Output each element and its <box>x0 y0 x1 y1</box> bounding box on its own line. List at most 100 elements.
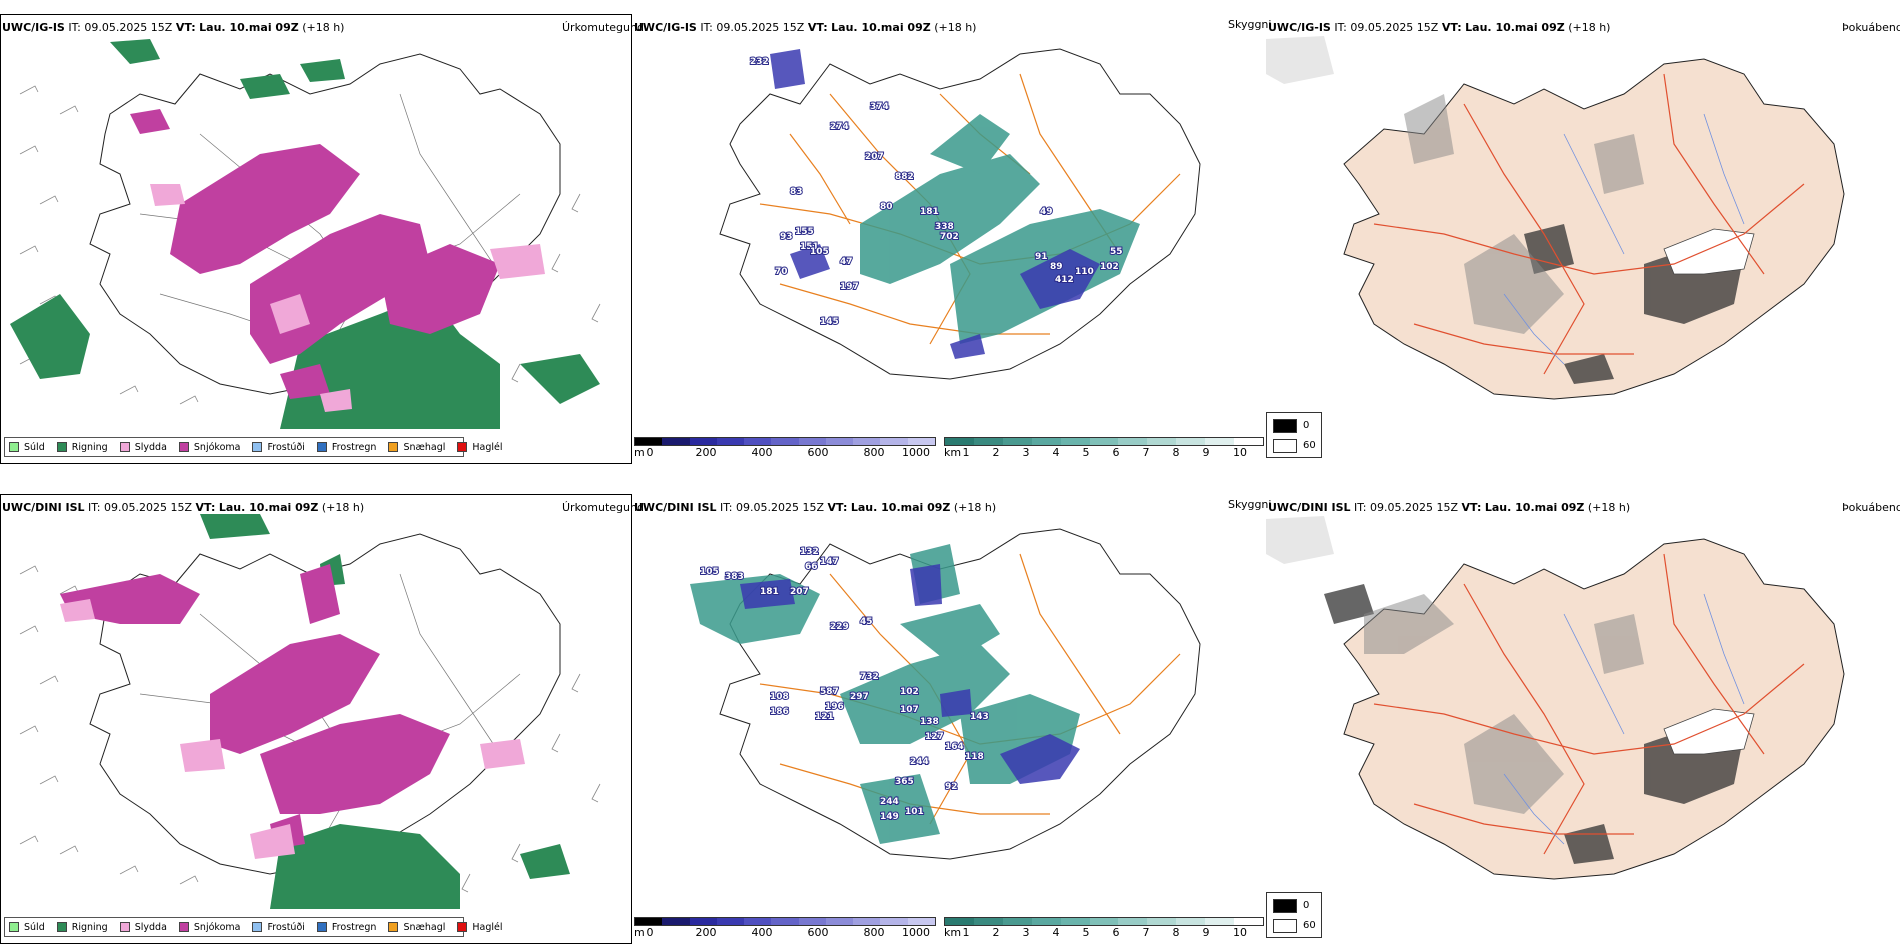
tick: 10 <box>1233 926 1247 939</box>
tick: 7 <box>1142 926 1150 939</box>
fog-grey <box>1404 94 1644 334</box>
glacier <box>1663 228 1755 275</box>
legend-item: Snjókoma <box>178 442 240 453</box>
tick: 6 <box>1112 926 1120 939</box>
cloud-base-value: 102 <box>1100 262 1119 272</box>
tick: 2 <box>992 446 1000 459</box>
legend-item: Slydda <box>119 922 167 933</box>
cloud-base-value: 49 <box>1040 207 1053 217</box>
tick: 0 <box>646 446 654 459</box>
cloud-base-value: 107 <box>900 705 919 715</box>
precip-title-top: Úrkomutegund <box>562 21 644 34</box>
cloud-base-value: 127 <box>925 732 944 742</box>
colorbar-step <box>771 918 799 925</box>
cloud-base-value: 732 <box>860 672 879 682</box>
colorbar-step <box>662 438 690 445</box>
colorbar-step <box>945 438 974 445</box>
cloud-base-value: 66 <box>805 562 818 572</box>
colorbar-step <box>1060 438 1090 445</box>
tick: 3 <box>1022 926 1030 939</box>
tick: 0 <box>646 926 654 939</box>
legend-item: Snæhagl <box>388 922 445 933</box>
fog-title-left-top: Skyggni <box>1228 18 1272 31</box>
tick: 3 <box>1022 446 1030 459</box>
cloud-base-ticks-bottom: 0 200 400 600 800 1000 <box>646 926 931 940</box>
colorbar-step <box>973 438 1003 445</box>
colorbar-step <box>1205 438 1235 445</box>
cloud-base-value: 155 <box>795 227 814 237</box>
colorbar-step <box>798 918 826 925</box>
fog-map-top <box>1266 36 1845 400</box>
fog-scale-top: 0 60 <box>1266 412 1322 458</box>
cloud-base-value: 882 <box>895 172 914 182</box>
fog-scale-high-swatch <box>1273 899 1297 913</box>
tick: 6 <box>1112 446 1120 459</box>
cloud-base-value: 412 <box>1055 275 1074 285</box>
vt-value: Lau. 10.mai 09Z <box>199 21 299 34</box>
cloud-base-value: 132 <box>800 547 819 557</box>
cloud-base-value: 93 <box>780 232 793 242</box>
precip-header-bottom: UWC/DINI ISL IT: 09.05.2025 15Z VT: Lau.… <box>2 501 365 514</box>
cloud-base-value: 244 <box>910 757 929 767</box>
tick: 9 <box>1202 926 1210 939</box>
cloud-base-value: 244 <box>880 797 899 807</box>
cloud-base-unit-top: m <box>634 446 645 459</box>
legend-item: Frostregn <box>316 922 376 933</box>
tick: 200 <box>695 926 717 939</box>
tick: 600 <box>807 926 829 939</box>
tick: 2 <box>992 926 1000 939</box>
fog-header-top: UWC/IG-IS IT: 09.05.2025 15Z VT: Lau. 10… <box>1268 21 1611 34</box>
precip-map-top <box>10 39 601 429</box>
colorbar-step <box>689 918 717 925</box>
cloud-base-value: 108 <box>770 692 789 702</box>
colorbar-step <box>744 438 772 445</box>
cloud-base-value: 232 <box>750 57 769 67</box>
precip-legend-top: Súld Rigning Slydda Snjókoma Frostúði Fr… <box>4 437 503 457</box>
cloud-labels: 105 383 181 207 132 66 147 229 45 732 297 587 108 196… <box>699 546 990 823</box>
it-value: 09.05.2025 15Z <box>84 21 173 34</box>
tick: 1 <box>962 446 970 459</box>
tick: 5 <box>1082 926 1090 939</box>
cloud-base-value: 45 <box>860 617 873 627</box>
legend-item: Súld <box>9 442 45 453</box>
model-name: UWC/IG-IS <box>2 21 65 34</box>
fog-title-left-bottom: Skyggni <box>1228 498 1272 511</box>
colorbar-step <box>1060 918 1090 925</box>
legend-item: Frostregn <box>316 442 376 453</box>
cloud-base-value: 102 <box>900 687 919 697</box>
sleet-areas <box>150 184 545 412</box>
colorbar-step <box>1002 438 1032 445</box>
cloud-base-value: 147 <box>820 557 839 567</box>
colorbar-step <box>744 918 772 925</box>
tick: 800 <box>863 446 885 459</box>
precip-map-frame-top <box>0 14 632 464</box>
cloud-base-value: 365 <box>895 777 914 787</box>
precip-title-bottom: Úrkomutegund <box>562 501 644 514</box>
cloud-km-ticks-bottom: 1 2 3 4 5 6 7 8 9 10 <box>962 926 1256 940</box>
colorbar-step <box>825 918 854 925</box>
colorbar-step <box>1002 918 1032 925</box>
cloud-base-value: 105 <box>810 247 829 257</box>
cloud-base-value: 338 <box>935 222 954 232</box>
cloud-header-bottom: UWC/DINI ISL IT: 09.05.2025 15Z VT: Lau.… <box>634 501 997 514</box>
cloud-base-value: 151 <box>800 242 819 252</box>
cloud-base-value: 83 <box>790 187 803 197</box>
cloud-base-value: 138 <box>920 717 939 727</box>
cloud-km-colorbar-top <box>944 437 1264 446</box>
cloud-base-value: 207 <box>865 152 884 162</box>
colorbar-step <box>1089 918 1119 925</box>
fog-scale-high-label: 0 <box>1303 900 1310 911</box>
cloud-base-value: 143 <box>970 712 989 722</box>
cloud-base-value: 105 <box>700 567 719 577</box>
cloud-base-value: 92 <box>945 782 958 792</box>
colorbar-step <box>662 918 690 925</box>
colorbar-step <box>716 438 745 445</box>
cloud-base-value: 80 <box>880 202 893 212</box>
legend-item: Rigning <box>56 922 108 933</box>
tick: 600 <box>807 446 829 459</box>
cloud-base-value: 196 <box>825 702 844 712</box>
cloud-base-value: 70 <box>775 267 788 277</box>
tick: 1 <box>962 926 970 939</box>
colorbar-step <box>1031 438 1061 445</box>
tick: 9 <box>1202 446 1210 459</box>
